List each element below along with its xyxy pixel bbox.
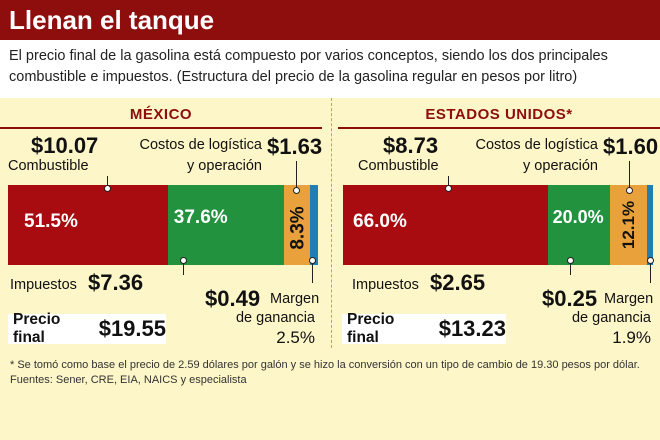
mexico-combustible-dot (104, 185, 111, 192)
mexico-logistica-label-1: Costos de logística (139, 137, 262, 153)
mexico-logistica-value: $1.63 (267, 134, 323, 159)
usa-margen-segment (647, 185, 653, 265)
usa-margen-leader (650, 261, 651, 283)
mexico-panel: MÉXICO $10.07 Combustible Costos de logí… (0, 98, 322, 348)
footnote-conversion: * Se tomó como base el precio de 2.59 dó… (10, 359, 640, 371)
mexico-logistica-label-2: y operación (187, 158, 262, 174)
usa-impuestos-segment: 20.0% (547, 185, 610, 265)
mexico-impuestos-value: $7.36 (88, 270, 144, 295)
usa-impuestos-percent: 20.0% (552, 207, 604, 227)
usa-logistica-label-2: y operación (523, 158, 598, 174)
usa-margen-percent: 1.9% (612, 328, 651, 347)
usa-logistica-leader (629, 161, 630, 191)
mexico-final-label: Precio final (13, 311, 61, 346)
usa-impuestos-value: $2.65 (430, 270, 486, 295)
intro-box: El precio final de la gasolina está comp… (0, 40, 660, 98)
page-title: Llenan el tanque (9, 5, 215, 35)
usa-final-price-box: Precio final $13.23 (342, 311, 506, 346)
usa-combustible-dot (445, 185, 452, 192)
title-bar: Llenan el tanque (0, 0, 660, 40)
usa-combustible-leader (448, 176, 449, 189)
usa-margen-label-2: de ganancia (571, 310, 651, 326)
mexico-final-price-box: Precio final $19.55 (8, 311, 166, 346)
usa-panel-title: ESTADOS UNIDOS* (425, 106, 573, 123)
mexico-final-value: $19.55 (98, 316, 166, 341)
usa-impuestos-leader (570, 261, 571, 275)
mexico-stacked-bar: 51.5% 37.6% 8.3% (8, 185, 318, 265)
mexico-combustible-percent: 51.5% (24, 211, 78, 232)
footnote-sources: Fuentes: Sener, CRE, EIA, NAICS y especi… (10, 374, 247, 386)
mexico-logistica-dot (293, 187, 300, 194)
mexico-margen-percent: 2.5% (276, 328, 315, 347)
mexico-impuestos-label: Impuestos (10, 277, 77, 293)
mexico-margen-dot (309, 257, 316, 264)
mexico-combustible-leader (107, 176, 108, 189)
mexico-combustible-label: Combustible (8, 158, 89, 174)
mexico-logistica-percent: 8.3% (288, 206, 310, 250)
mexico-margen-value: $0.49 (205, 286, 261, 311)
mexico-impuestos-segment: 37.6% (167, 185, 285, 265)
mexico-combustible-segment: 51.5% (8, 185, 168, 265)
usa-margen-value: $0.25 (542, 286, 598, 311)
mexico-logistica-segment: 8.3% (284, 185, 311, 265)
usa-margen-label-1: Margen (604, 291, 654, 307)
usa-logistica-percent: 12.1% (618, 200, 638, 250)
usa-final-value: $13.23 (438, 316, 506, 341)
usa-combustible-percent: 66.0% (353, 211, 407, 232)
mexico-margen-label-2: de ganancia (235, 310, 315, 326)
panel-separator (331, 98, 332, 348)
mexico-panel-title: MÉXICO (129, 106, 193, 123)
mexico-margen-label-1: Margen (270, 291, 320, 307)
usa-combustible-label: Combustible (358, 158, 439, 174)
intro-text: El precio final de la gasolina está comp… (9, 48, 608, 85)
usa-combustible-value: $8.73 (383, 133, 439, 158)
usa-panel: ESTADOS UNIDOS* $8.73 Combustible Costos… (338, 98, 660, 348)
usa-impuestos-label: Impuestos (352, 277, 419, 293)
mexico-margen-leader (312, 261, 313, 283)
mexico-impuestos-percent: 37.6% (173, 207, 228, 228)
usa-final-label: Precio final (347, 311, 395, 346)
mexico-impuestos-leader (183, 261, 184, 275)
usa-logistica-segment: 12.1% (609, 185, 648, 265)
mexico-logistica-leader (296, 161, 297, 191)
usa-logistica-dot (626, 187, 633, 194)
mexico-panel-rule (0, 127, 322, 129)
usa-impuestos-dot (567, 257, 574, 264)
usa-logistica-value: $1.60 (603, 134, 659, 159)
mexico-impuestos-dot (180, 257, 187, 264)
usa-stacked-bar: 66.0% 20.0% 12.1% (343, 185, 653, 265)
usa-margen-dot (647, 257, 654, 264)
mexico-margen-segment (310, 185, 318, 265)
usa-combustible-segment: 66.0% (343, 185, 548, 265)
usa-panel-rule (338, 127, 660, 129)
mexico-combustible-value: $10.07 (31, 133, 99, 158)
usa-logistica-label-1: Costos de logística (475, 137, 598, 153)
